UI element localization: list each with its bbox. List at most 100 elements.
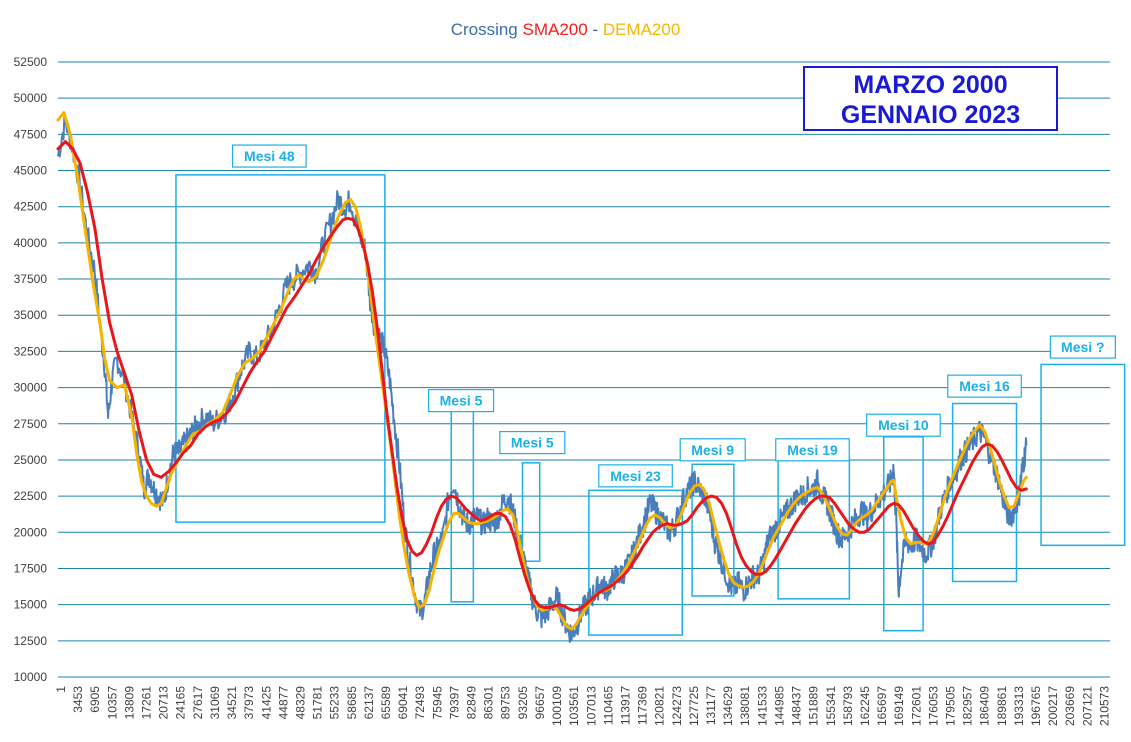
annotation-label: Mesi 10 bbox=[878, 417, 929, 433]
x-tick-label: 62137 bbox=[362, 686, 376, 720]
x-tick-label: 127725 bbox=[687, 686, 701, 726]
x-tick-label: 51781 bbox=[311, 686, 325, 720]
y-tick-label: 47500 bbox=[14, 127, 48, 141]
y-tick-label: 17500 bbox=[14, 561, 48, 575]
y-axis-ticks: 10000 12500 15000 17500 20000 22500 25000 27500… bbox=[14, 55, 48, 684]
series-price-line bbox=[57, 114, 1028, 643]
x-tick-label: 186409 bbox=[978, 686, 992, 726]
x-tick-label: 155341 bbox=[824, 686, 838, 726]
annotation-labels: Mesi 48 Mesi 5 Mesi 5 Mesi 23 Mesi 9 Mesi 19 M… bbox=[232, 144, 1116, 488]
x-tick-label: 34521 bbox=[225, 686, 239, 720]
x-tick-label: 189861 bbox=[995, 686, 1009, 726]
x-tick-label: 27617 bbox=[191, 686, 205, 720]
x-tick-label: 196765 bbox=[1029, 686, 1043, 726]
x-tick-label: 141533 bbox=[755, 686, 769, 726]
x-tick-label: 103561 bbox=[567, 686, 581, 726]
x-tick-label: 144985 bbox=[772, 686, 786, 726]
x-tick-label: 1 bbox=[54, 686, 68, 693]
annotation-label-box bbox=[947, 374, 1022, 398]
annotation-label-box bbox=[679, 438, 746, 462]
x-tick-label: 13809 bbox=[122, 686, 136, 720]
y-tick-label: 22500 bbox=[14, 489, 48, 503]
y-tick-label: 52500 bbox=[14, 55, 48, 69]
x-tick-label: 72493 bbox=[413, 686, 427, 720]
y-tick-label: 50000 bbox=[14, 91, 48, 105]
x-tick-label: 110465 bbox=[601, 686, 615, 725]
x-tick-label: 113917 bbox=[618, 686, 632, 725]
series-lines bbox=[56, 111, 1028, 643]
y-tick-label: 12500 bbox=[14, 634, 48, 648]
x-tick-label: 169149 bbox=[892, 686, 906, 726]
annotation-label: Mesi ? bbox=[1061, 339, 1105, 355]
annotation-label: Mesi 19 bbox=[787, 442, 838, 458]
x-tick-label: 6905 bbox=[88, 686, 102, 713]
x-tick-label: 165697 bbox=[875, 686, 889, 726]
x-tick-label: 48329 bbox=[293, 686, 307, 720]
annotation-label-box bbox=[499, 430, 566, 455]
x-tick-label: 55233 bbox=[328, 686, 342, 720]
y-tick-label: 42500 bbox=[14, 200, 48, 214]
x-tick-label: 176053 bbox=[926, 686, 940, 726]
y-tick-label: 35000 bbox=[14, 308, 48, 322]
x-tick-label: 131177 bbox=[704, 686, 718, 725]
y-tick-label: 27500 bbox=[14, 417, 48, 431]
x-tick-label: 158793 bbox=[841, 686, 855, 726]
x-tick-label: 151889 bbox=[807, 686, 821, 726]
x-tick-label: 162245 bbox=[858, 686, 872, 726]
annotation-label-box bbox=[598, 464, 673, 488]
x-tick-label: 37973 bbox=[242, 686, 256, 720]
x-tick-label: 100109 bbox=[550, 686, 564, 726]
x-tick-label: 79397 bbox=[447, 686, 461, 720]
title-prefix: Crossing bbox=[450, 20, 523, 39]
x-tick-label: 41425 bbox=[259, 686, 273, 720]
annotation-label-box bbox=[775, 438, 850, 462]
annotation-box bbox=[951, 402, 1018, 583]
annotation-label: Mesi 48 bbox=[244, 148, 295, 164]
annotation-label: Mesi 23 bbox=[610, 468, 661, 484]
x-tick-label: 134629 bbox=[721, 686, 735, 726]
x-tick-label: 3453 bbox=[71, 686, 85, 713]
annotation-label: Mesi 16 bbox=[959, 378, 1010, 394]
annotation-label: Mesi 9 bbox=[691, 442, 734, 458]
x-tick-label: 24165 bbox=[174, 686, 188, 720]
y-tick-label: 25000 bbox=[14, 453, 48, 467]
annotation-label-box bbox=[866, 413, 941, 437]
y-tick-label: 37500 bbox=[14, 272, 48, 286]
x-tick-label: 69041 bbox=[396, 686, 410, 720]
annotation-label-box bbox=[427, 389, 495, 413]
x-tick-label: 58685 bbox=[345, 686, 359, 720]
x-tick-label: 182957 bbox=[961, 686, 975, 726]
annotation-boxes bbox=[175, 174, 1126, 636]
x-tick-label: 65589 bbox=[379, 686, 393, 720]
x-tick-label: 138081 bbox=[738, 686, 752, 726]
x-tick-label: 124273 bbox=[670, 686, 684, 726]
x-tick-label: 31069 bbox=[208, 686, 222, 720]
x-tick-label: 93205 bbox=[516, 686, 530, 720]
x-tick-label: 86301 bbox=[482, 686, 496, 720]
x-tick-label: 179505 bbox=[943, 686, 957, 726]
period-box: MARZO 2000 GENNAIO 2023 bbox=[803, 66, 1058, 131]
annotation-label: Mesi 5 bbox=[511, 435, 554, 451]
x-tick-label: 82849 bbox=[465, 686, 479, 720]
annotation-box bbox=[521, 462, 541, 562]
y-tick-label: 15000 bbox=[14, 598, 48, 612]
series-sma200-line bbox=[56, 140, 1028, 612]
x-tick-label: 20713 bbox=[157, 686, 171, 720]
annotation-label-box bbox=[232, 144, 307, 168]
x-tick-label: 117369 bbox=[636, 686, 650, 725]
title-dema: DEMA200 bbox=[602, 20, 681, 39]
x-tick-label: 120821 bbox=[653, 686, 667, 726]
annotation-box bbox=[1040, 363, 1126, 547]
title-separator: - bbox=[587, 20, 603, 39]
series-dema200-line bbox=[56, 111, 1028, 631]
y-tick-label: 10000 bbox=[14, 670, 48, 684]
y-tick-label: 32500 bbox=[14, 344, 48, 358]
x-tick-label: 107013 bbox=[584, 686, 598, 726]
y-tick-label: 30000 bbox=[14, 381, 48, 395]
gridlines bbox=[58, 61, 1110, 678]
x-tick-label: 17261 bbox=[140, 686, 154, 720]
y-tick-label: 20000 bbox=[14, 525, 48, 539]
x-tick-label: 75945 bbox=[430, 686, 444, 720]
period-line-1: MARZO 2000 bbox=[853, 71, 1008, 99]
